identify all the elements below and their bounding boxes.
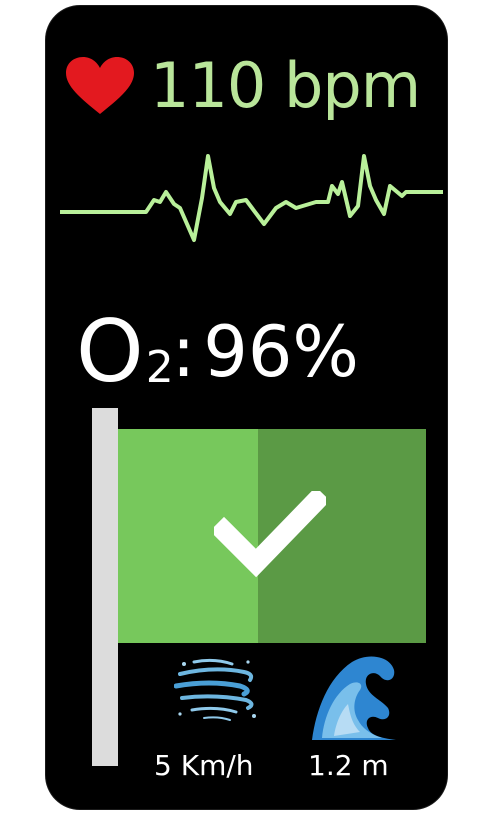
flag-pole [92, 408, 118, 766]
oxygen-symbol: O [76, 302, 144, 402]
oxygen-separator: : [171, 311, 196, 393]
wind-icon [174, 658, 256, 721]
heart-rate-row: 110 bpm [64, 46, 444, 126]
check-icon [214, 491, 326, 578]
status-flag [118, 429, 426, 643]
wave-height-value: 1.2 m [308, 749, 389, 782]
oxygen-saturation: O2: 96% [76, 302, 436, 402]
oxygen-value: 96% [203, 311, 359, 393]
wave-icon [312, 656, 396, 740]
watch-screen: 110 bpm O2: 96% 5 Km/h [46, 6, 447, 809]
oxygen-subscript: 2 [145, 342, 174, 393]
wind-speed-value: 5 Km/h [154, 749, 254, 782]
heart-rate-value: 110 bpm [150, 49, 421, 122]
heart-icon [66, 57, 134, 114]
ecg-waveform [60, 154, 443, 242]
